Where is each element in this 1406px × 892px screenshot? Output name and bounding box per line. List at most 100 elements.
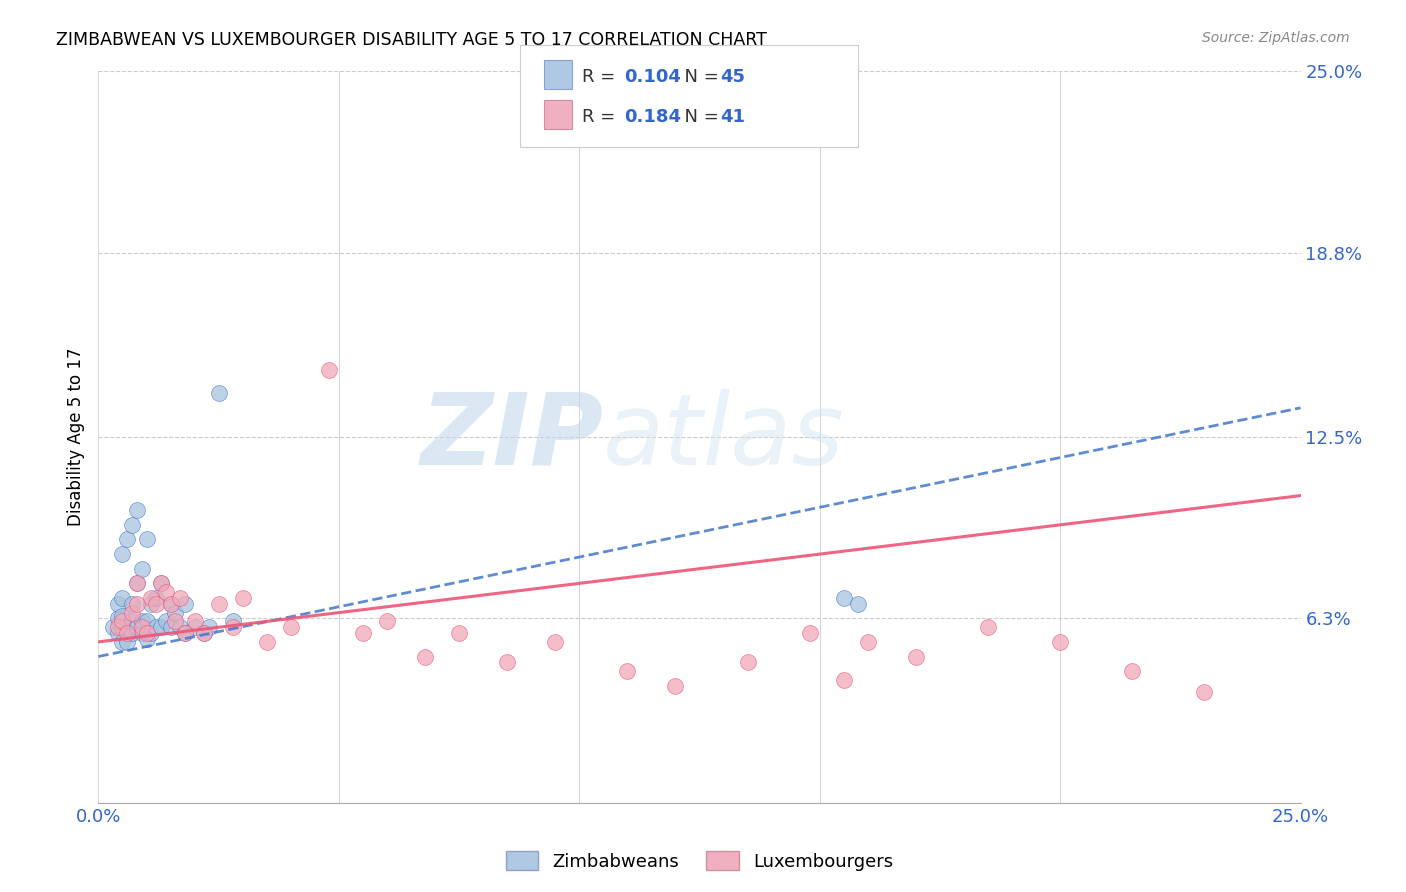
Point (198, 620, 221, 634)
Text: ZIP: ZIP (420, 389, 603, 485)
Text: Source: ZipAtlas.com: Source: ZipAtlas.com (1202, 31, 1350, 45)
Point (447, 626, 470, 640)
Text: atlas: atlas (603, 389, 845, 485)
Text: N =: N = (673, 69, 725, 87)
Point (111, 608, 134, 623)
Point (111, 615, 134, 629)
Point (131, 562, 153, 576)
Point (174, 626, 197, 640)
Point (155, 585, 177, 599)
Point (977, 620, 1000, 634)
Point (107, 620, 129, 634)
Point (208, 597, 231, 611)
Point (135, 632, 157, 646)
Point (846, 597, 869, 611)
Point (141, 597, 163, 611)
Point (174, 626, 197, 640)
Point (145, 620, 167, 634)
Point (149, 576, 172, 591)
Point (183, 620, 205, 634)
Point (232, 591, 254, 605)
Legend: Zimbabweans, Luxembourgers: Zimbabweans, Luxembourgers (498, 844, 901, 878)
Point (121, 597, 143, 611)
Point (856, 635, 879, 649)
Point (145, 597, 167, 611)
Point (415, 649, 437, 664)
Point (159, 597, 181, 611)
Text: ZIMBABWEAN VS LUXEMBOURGER DISABILITY AGE 5 TO 17 CORRELATION CHART: ZIMBABWEAN VS LUXEMBOURGER DISABILITY AG… (56, 31, 768, 49)
Point (664, 679, 686, 693)
Point (183, 615, 205, 629)
Point (832, 591, 855, 605)
Point (496, 656, 519, 670)
Point (135, 626, 157, 640)
Point (280, 620, 302, 634)
Point (169, 591, 191, 605)
Point (107, 597, 129, 611)
Point (125, 503, 148, 517)
Text: R =: R = (582, 69, 621, 87)
Point (111, 591, 134, 605)
Point (135, 533, 157, 547)
Point (149, 576, 172, 591)
Point (165, 615, 187, 629)
Point (121, 615, 143, 629)
Text: 0.184: 0.184 (624, 108, 682, 126)
Text: R =: R = (582, 108, 621, 126)
Point (117, 533, 139, 547)
Text: 45: 45 (720, 69, 745, 87)
Point (117, 626, 139, 640)
Point (111, 547, 134, 561)
Point (159, 620, 181, 634)
Point (256, 635, 278, 649)
Point (107, 626, 129, 640)
Point (125, 620, 148, 634)
Point (101, 620, 124, 634)
Point (737, 656, 759, 670)
Point (125, 576, 148, 591)
Text: N =: N = (673, 108, 725, 126)
Point (174, 597, 197, 611)
Point (155, 615, 177, 629)
Point (169, 620, 191, 634)
Point (121, 606, 143, 620)
Point (222, 615, 245, 629)
Point (117, 635, 139, 649)
Point (125, 576, 148, 591)
Point (375, 615, 398, 629)
Point (131, 620, 153, 634)
Point (318, 363, 340, 377)
Point (159, 597, 181, 611)
Point (121, 626, 143, 640)
Text: 41: 41 (720, 108, 745, 126)
Y-axis label: Disability Age 5 to 17: Disability Age 5 to 17 (67, 348, 86, 526)
Point (352, 626, 374, 640)
Point (544, 635, 567, 649)
Point (193, 626, 215, 640)
Point (111, 620, 134, 634)
Point (208, 386, 231, 401)
Point (131, 626, 153, 640)
Point (135, 615, 157, 629)
Point (1121, 664, 1143, 678)
Point (616, 664, 638, 678)
Point (145, 591, 167, 605)
Point (111, 635, 134, 649)
Point (165, 606, 187, 620)
Point (131, 615, 153, 629)
Point (904, 649, 927, 664)
Point (117, 620, 139, 634)
Point (832, 673, 855, 687)
Point (222, 620, 245, 634)
Point (149, 620, 172, 634)
Point (107, 611, 129, 625)
Point (141, 626, 163, 640)
Point (121, 517, 143, 532)
Text: 0.104: 0.104 (624, 69, 681, 87)
Point (1049, 635, 1071, 649)
Point (1194, 684, 1216, 698)
Point (799, 626, 821, 640)
Point (141, 591, 163, 605)
Point (193, 626, 215, 640)
Point (125, 597, 148, 611)
